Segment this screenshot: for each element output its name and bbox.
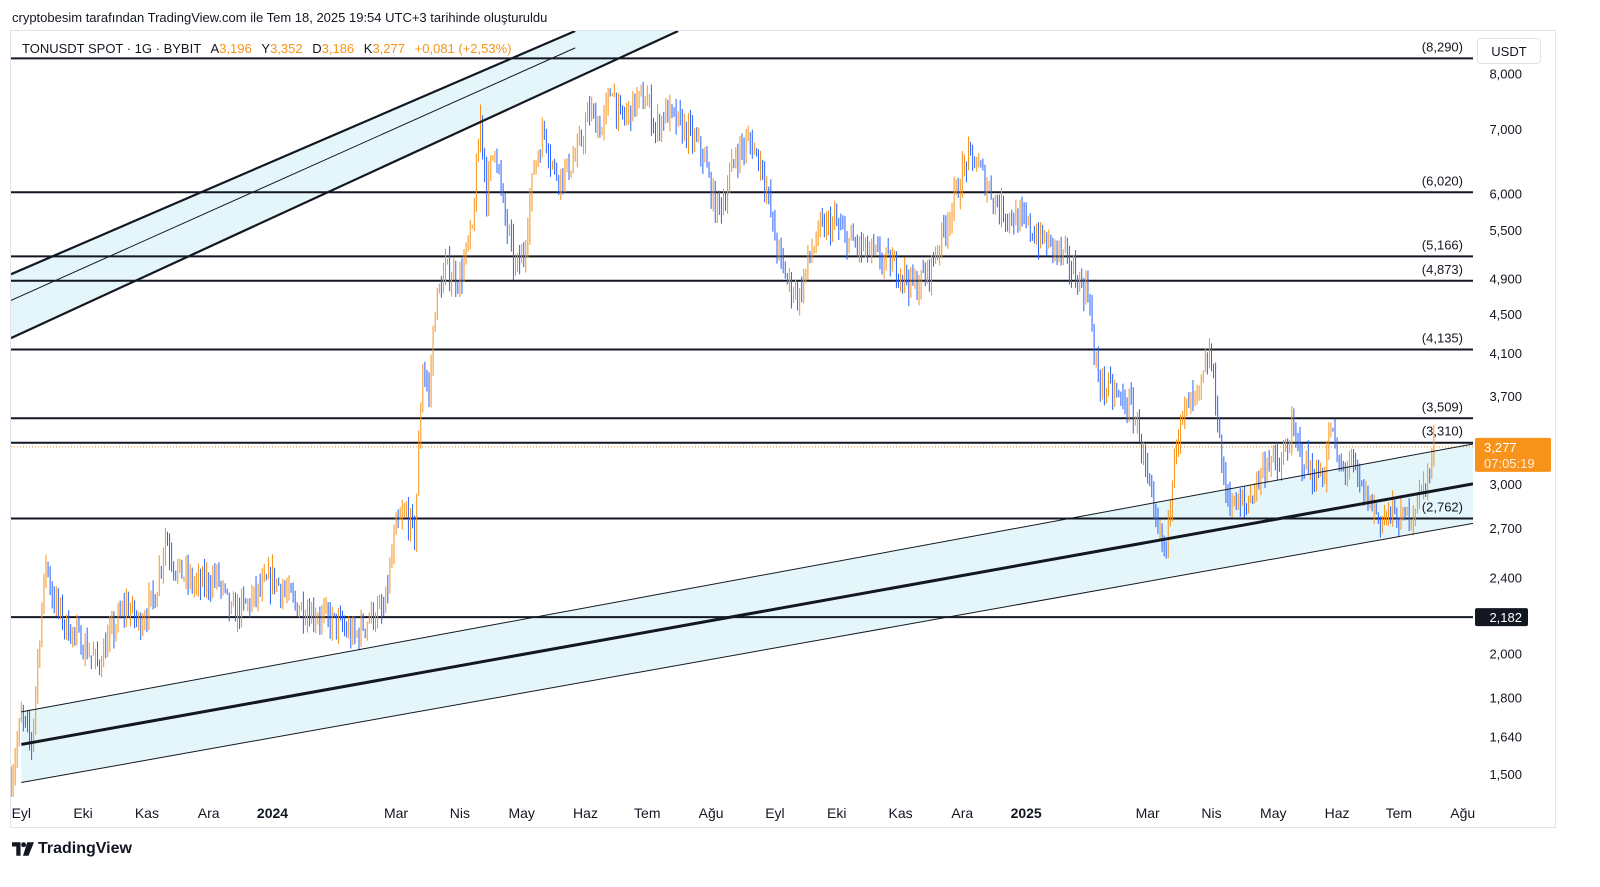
time-tick-label: Haz xyxy=(573,805,598,821)
chart-caption: cryptobesim tarafından TradingView.com i… xyxy=(12,10,548,25)
close-value: 3,277 xyxy=(372,41,406,56)
price-tick-label: 3,000 xyxy=(1489,477,1522,492)
change-value: +0,081 (+2,53%) xyxy=(414,41,512,56)
time-tick-label: Nis xyxy=(450,805,470,821)
price-tick-label: 2,000 xyxy=(1489,647,1522,662)
trendline xyxy=(11,31,576,276)
price-tick-label: 4,100 xyxy=(1489,346,1522,361)
time-tick-label: Nis xyxy=(1201,805,1221,821)
low-label: D xyxy=(312,41,322,56)
time-tick-label: Eki xyxy=(73,805,92,821)
time-tick-label: Kas xyxy=(888,805,912,821)
price-tick-label: 6,000 xyxy=(1489,187,1522,202)
level-label: (2,762) xyxy=(1422,499,1463,514)
time-tick-label: Tem xyxy=(1386,805,1412,821)
tradingview-logo-icon xyxy=(12,842,34,856)
channel-fills xyxy=(11,31,1473,783)
price-tags: (8,290) (6,020) (5,166) (4,873) (4,135) (3,50… xyxy=(1422,39,1551,627)
time-tick-label: Eki xyxy=(827,805,846,821)
level-label: (4,873) xyxy=(1422,262,1463,277)
price-tick-label: 7,000 xyxy=(1489,122,1522,137)
price-tick-label: 3,700 xyxy=(1489,389,1522,404)
price-tick-label: 4,900 xyxy=(1489,271,1522,286)
trendline xyxy=(21,482,1473,746)
time-tick-label: Mar xyxy=(384,805,408,821)
time-tick-label: Mar xyxy=(1136,805,1160,821)
open-label: A xyxy=(210,41,220,56)
open-value: 3,196 xyxy=(219,41,252,56)
level-label: (8,290) xyxy=(1422,39,1463,54)
tradingview-brand[interactable]: TradingView xyxy=(12,840,132,858)
trendline xyxy=(21,522,1473,784)
last-price-countdown: 07:05:19 xyxy=(1484,456,1535,471)
price-tick-label: 2,400 xyxy=(1489,570,1522,585)
symbol-name[interactable]: TONUSDT SPOT · 1G · BYBIT xyxy=(22,41,201,56)
price-tick-label: 1,800 xyxy=(1489,691,1522,706)
low-value: 3,186 xyxy=(321,41,355,56)
time-tick-label: Eyl xyxy=(765,805,784,821)
price-tick-label: 5,500 xyxy=(1489,223,1522,238)
high-label: Y xyxy=(261,41,271,56)
time-tick-label: Haz xyxy=(1325,805,1350,821)
brand-name: TradingView xyxy=(38,840,132,857)
level-label: (3,310) xyxy=(1422,424,1463,439)
time-axis: Eyl Eki Kas Ara 2024 Mar Nis May Haz Tem Ağu Eyl Eki… xyxy=(12,805,1476,821)
level-label: (5,166) xyxy=(1422,237,1463,252)
price-tick-label: 1,500 xyxy=(1489,767,1522,782)
time-tick-label: Ağu xyxy=(699,805,724,821)
time-tick-label: 2024 xyxy=(257,805,288,821)
time-tick-label: 2025 xyxy=(1011,805,1042,821)
price-tick-label: 8,000 xyxy=(1489,66,1522,81)
time-tick-label: Kas xyxy=(135,805,159,821)
level-label: (4,135) xyxy=(1422,331,1463,346)
time-tick-label: Ağu xyxy=(1450,805,1475,821)
close-label: K xyxy=(363,41,373,56)
symbol-legend: TONUSDT SPOT · 1G · BYBIT A3,196 Y3,352 … xyxy=(22,41,512,56)
level-price-tag-label: 2,182 xyxy=(1489,610,1522,625)
currency-button[interactable]: USDT xyxy=(1477,38,1541,64)
price-axis: 8,000 7,000 6,000 5,500 4,900 4,500 4,100 3,700… xyxy=(1489,66,1522,782)
time-tick-label: Eyl xyxy=(12,805,31,821)
level-label: (3,509) xyxy=(1422,399,1463,414)
trendline xyxy=(11,31,679,340)
horizontal-levels xyxy=(11,57,1473,619)
price-tick-label: 1,640 xyxy=(1489,730,1522,745)
time-tick-label: Tem xyxy=(634,805,660,821)
time-tick-label: May xyxy=(508,805,534,821)
last-price-tag-value: 3,277 xyxy=(1484,440,1517,455)
trendline xyxy=(11,47,576,301)
time-tick-label: Ara xyxy=(198,805,220,821)
price-tick-label: 4,500 xyxy=(1489,307,1522,322)
level-price-tag xyxy=(1475,608,1528,627)
time-tick-label: Ara xyxy=(951,805,973,821)
chart-frame xyxy=(10,30,1556,828)
price-tick-label: 2,700 xyxy=(1489,521,1522,536)
trendline xyxy=(21,443,1473,713)
high-value: 3,352 xyxy=(270,41,303,56)
last-price-tag xyxy=(1475,437,1551,472)
level-label: (6,020) xyxy=(1422,173,1463,188)
trendlines xyxy=(11,31,1473,784)
time-tick-label: May xyxy=(1260,805,1286,821)
